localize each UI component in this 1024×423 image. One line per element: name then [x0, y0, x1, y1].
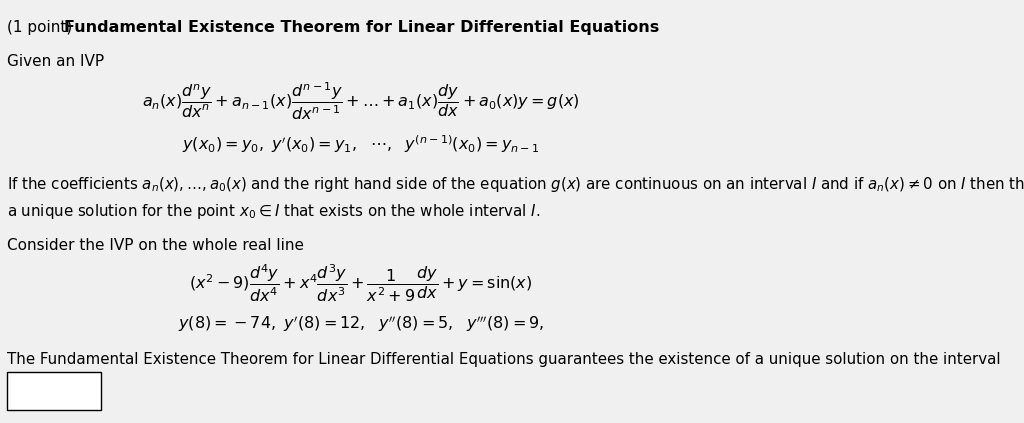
Text: The Fundamental Existence Theorem for Linear Differential Equations guarantees t: The Fundamental Existence Theorem for Li… [7, 352, 1000, 367]
Text: Fundamental Existence Theorem for Linear Differential Equations: Fundamental Existence Theorem for Linear… [63, 20, 658, 35]
FancyBboxPatch shape [7, 372, 101, 410]
Text: Consider the IVP on the whole real line: Consider the IVP on the whole real line [7, 238, 304, 253]
Text: $a_n(x)\dfrac{d^ny}{dx^n} + a_{n-1}(x)\dfrac{d^{n-1}y}{dx^{n-1}} + \ldots + a_1(: $a_n(x)\dfrac{d^ny}{dx^n} + a_{n-1}(x)\d… [142, 81, 580, 122]
Text: If the coefficients $a_n(x), \ldots, a_0(x)$ and the right hand side of the equa: If the coefficients $a_n(x), \ldots, a_0… [7, 175, 1024, 193]
Text: $(x^2 - 9)\dfrac{d^4y}{dx^4} + x^4\dfrac{d^3y}{dx^3} + \dfrac{1}{x^2+9}\dfrac{dy: $(x^2 - 9)\dfrac{d^4y}{dx^4} + x^4\dfrac… [189, 263, 532, 304]
Text: a unique solution for the point $x_0 \in I$ that exists on the whole interval $I: a unique solution for the point $x_0 \in… [7, 202, 541, 221]
Text: $y(8) = -74, \ y'(8) = 12, \ \ y''(8) = 5, \ \ y'''(8) = 9,$: $y(8) = -74, \ y'(8) = 12, \ \ y''(8) = … [178, 313, 545, 334]
Text: Given an IVP: Given an IVP [7, 54, 104, 69]
Text: (1 point): (1 point) [7, 20, 73, 35]
Text: $y(x_0) = y_0, \ y'(x_0) = y_1, \ \ \cdots, \ \ y^{(n-1)}(x_0) = y_{n-1}$: $y(x_0) = y_0, \ y'(x_0) = y_1, \ \ \cdo… [182, 133, 540, 155]
